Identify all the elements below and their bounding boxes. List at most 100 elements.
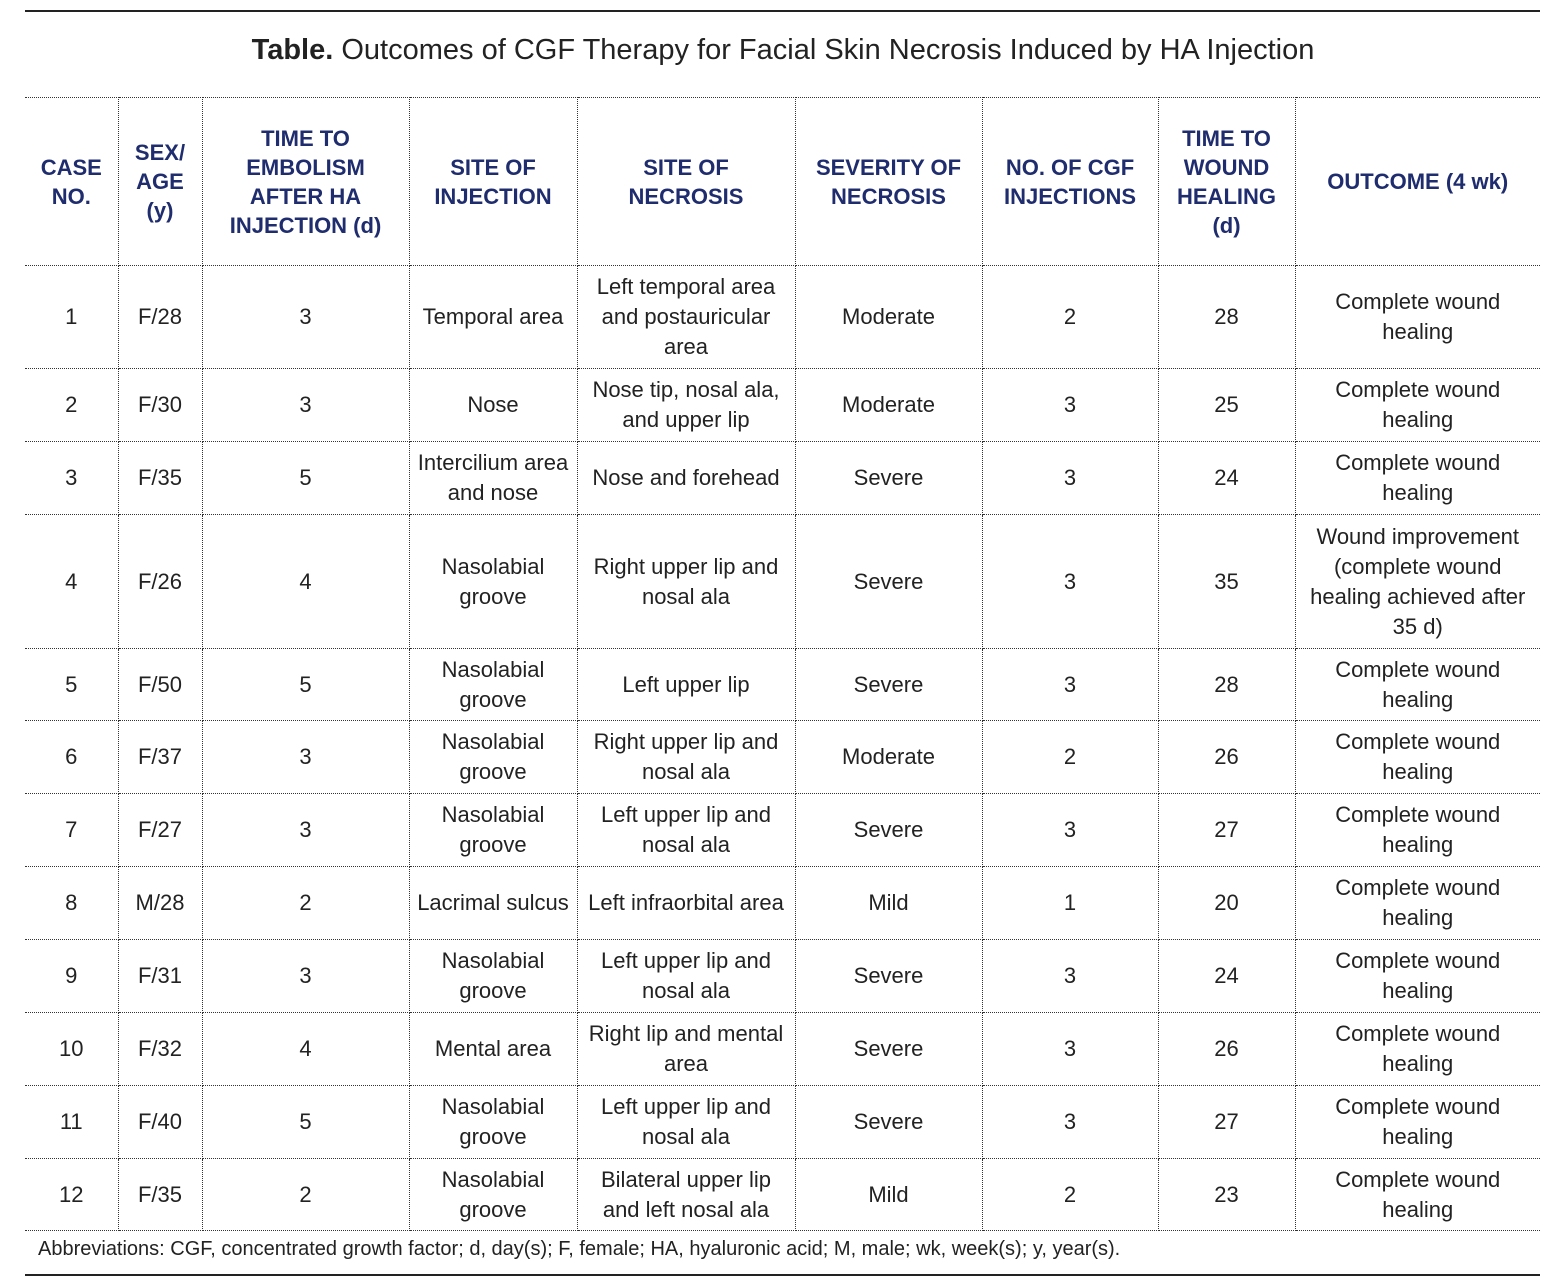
table-cell: Complete wound healing xyxy=(1294,1085,1540,1159)
table-row: 1 F/28 3 Temporal area Left temporal area an… xyxy=(25,265,1540,369)
table-cell: 12 xyxy=(25,1158,119,1231)
table-cell: Nose and forehead xyxy=(576,441,796,515)
table-cell: 2 xyxy=(25,368,119,442)
table-cell: 26 xyxy=(1157,720,1296,794)
table-cell: 5 xyxy=(201,648,410,721)
table-cell: 3 xyxy=(981,1085,1159,1159)
table-cell: 2 xyxy=(981,265,1159,369)
top-rule xyxy=(25,10,1540,12)
table-cell: 4 xyxy=(25,514,119,649)
table-cell: Complete wound healing xyxy=(1294,866,1540,940)
table-cell: 3 xyxy=(981,441,1159,515)
table-cell: Right lip and mental area xyxy=(576,1012,796,1086)
table-row: 10 F/32 4 Mental area Right lip and mental a… xyxy=(25,1012,1540,1086)
table-cell: 27 xyxy=(1157,1085,1296,1159)
table-cell: 7 xyxy=(25,793,119,867)
table-cell: 2 xyxy=(201,1158,410,1231)
table-cell: 6 xyxy=(25,720,119,794)
table-cell: Complete wound healing xyxy=(1294,265,1540,369)
table-cell: 3 xyxy=(201,720,410,794)
table-cell: 26 xyxy=(1157,1012,1296,1086)
table-cell: 10 xyxy=(25,1012,119,1086)
column-header: SITE OF NECROSIS xyxy=(576,97,796,266)
table-cell: F/40 xyxy=(117,1085,203,1159)
table-cell: Temporal area xyxy=(408,265,578,369)
table-cell: F/35 xyxy=(117,1158,203,1231)
table-cell: Left upper lip xyxy=(576,648,796,721)
table-cell: Complete wound healing xyxy=(1294,939,1540,1013)
column-header: SITE OF INJECTION xyxy=(408,97,578,266)
table-cell: F/50 xyxy=(117,648,203,721)
table-cell: Left temporal area and postauricular are… xyxy=(576,265,796,369)
table-cell: 4 xyxy=(201,514,410,649)
title-text: Outcomes of CGF Therapy for Facial Skin … xyxy=(341,34,1315,66)
table-cell: Complete wound healing xyxy=(1294,648,1540,721)
table-row: 7 F/27 3 Nasolabial groove Left upper lip an… xyxy=(25,793,1540,867)
column-header: SEX/ AGE (y) xyxy=(117,97,203,266)
table-cell: 3 xyxy=(981,648,1159,721)
table-cell: 2 xyxy=(981,720,1159,794)
table-cell: Wound improvement (complete wound healin… xyxy=(1294,514,1540,649)
table-cell: Complete wound healing xyxy=(1294,720,1540,794)
table-cell: Nasolabial groove xyxy=(408,648,578,721)
table-cell: Nose xyxy=(408,368,578,442)
table-cell: Nasolabial groove xyxy=(408,720,578,794)
table-cell: 4 xyxy=(201,1012,410,1086)
table-cell: Right upper lip and nosal ala xyxy=(576,514,796,649)
table-cell: Nose tip, nosal ala, and upper lip xyxy=(576,368,796,442)
table-cell: 1 xyxy=(25,265,119,369)
table-cell: 23 xyxy=(1157,1158,1296,1231)
table-cell: 1 xyxy=(981,866,1159,940)
table-cell: Severe xyxy=(794,1085,983,1159)
table-cell: 20 xyxy=(1157,866,1296,940)
table-cell: 3 xyxy=(981,514,1159,649)
table-cell: Severe xyxy=(794,939,983,1013)
table-cell: Left upper lip and nosal ala xyxy=(576,1085,796,1159)
bottom-rule xyxy=(25,1274,1540,1276)
table-row: 11 F/40 5 Nasolabial groove Left upper lip a… xyxy=(25,1085,1540,1159)
data-table: CASE NO. SEX/ AGE (y) TIME TO EMBOLISM AFT… xyxy=(25,97,1540,1231)
table-cell: 11 xyxy=(25,1085,119,1159)
table-cell: 3 xyxy=(201,265,410,369)
table-cell: 3 xyxy=(981,939,1159,1013)
table-cell: 9 xyxy=(25,939,119,1013)
table-cell: 35 xyxy=(1157,514,1296,649)
table-cell: F/28 xyxy=(117,265,203,369)
table-cell: M/28 xyxy=(117,866,203,940)
table-cell: F/37 xyxy=(117,720,203,794)
table-cell: 28 xyxy=(1157,648,1296,721)
table-cell: Severe xyxy=(794,514,983,649)
table-cell: Severe xyxy=(794,1012,983,1086)
table-cell: 5 xyxy=(201,1085,410,1159)
table-cell: Moderate xyxy=(794,265,983,369)
table-cell: Complete wound healing xyxy=(1294,793,1540,867)
table-cell: Mild xyxy=(794,866,983,940)
table-row: 8 M/28 2 Lacrimal sulcus Left infraorbital a… xyxy=(25,866,1540,940)
table-cell: Complete wound healing xyxy=(1294,1158,1540,1231)
table-cell: 24 xyxy=(1157,939,1296,1013)
header-row: CASE NO. SEX/ AGE (y) TIME TO EMBOLISM AFT… xyxy=(25,97,1540,266)
table-cell: 2 xyxy=(981,1158,1159,1231)
footnote: Abbreviations: CGF, concentrated growth … xyxy=(38,1238,1121,1260)
table-cell: F/27 xyxy=(117,793,203,867)
table-cell: F/30 xyxy=(117,368,203,442)
table-cell: 25 xyxy=(1157,368,1296,442)
table-row: 5 F/50 5 Nasolabial groove Left upper lip Sev… xyxy=(25,648,1540,721)
table-cell: Nasolabial groove xyxy=(408,1085,578,1159)
table-row: 2 F/30 3 Nose Nose tip, nosal ala, and upper… xyxy=(25,368,1540,442)
table-cell: F/31 xyxy=(117,939,203,1013)
table-cell: Moderate xyxy=(794,720,983,794)
table-cell: Mild xyxy=(794,1158,983,1231)
table-cell: Severe xyxy=(794,793,983,867)
table-cell: 27 xyxy=(1157,793,1296,867)
table-cell: Nasolabial groove xyxy=(408,939,578,1013)
table-cell: 3 xyxy=(981,1012,1159,1086)
column-header: SEVERITY OF NECROSIS xyxy=(794,97,983,266)
table-cell: Severe xyxy=(794,648,983,721)
table-cell: 2 xyxy=(201,866,410,940)
table-cell: 3 xyxy=(201,793,410,867)
table-title: Table. Outcomes of CGF Therapy for Facia… xyxy=(0,34,1566,67)
column-header: CASE NO. xyxy=(25,97,119,266)
column-header: NO. OF CGF INJECTIONS xyxy=(981,97,1159,266)
